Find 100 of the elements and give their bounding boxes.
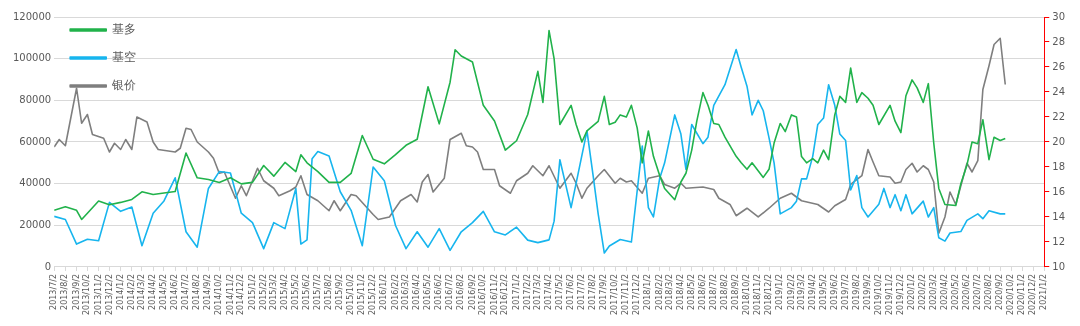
y2-tick-label: 28 (1052, 35, 1066, 47)
x-tick-label: 2014/9/2 (203, 273, 213, 310)
x-tick-label: 2013/10/2 (82, 273, 92, 316)
x-tick-label: 2015/9/2 (335, 273, 345, 310)
x-tick-label: 2016/11/2 (489, 273, 499, 316)
legend-label: 银价 (111, 78, 137, 93)
x-tick-label: 2015/11/2 (357, 273, 367, 316)
y-tick-label: 60000 (19, 135, 52, 147)
y-tick-label: 120000 (12, 10, 52, 22)
x-tick-label: 2014/7/2 (181, 273, 191, 310)
x-tick-label: 2016/8/2 (456, 273, 466, 310)
x-tick-label: 2017/6/2 (566, 273, 576, 310)
x-tick-label: 2019/6/2 (829, 273, 839, 310)
x-tick-label: 2014/1/2 (115, 273, 125, 310)
x-tick-label: 2019/10/2 (873, 273, 883, 316)
x-tick-label: 2018/7/2 (708, 273, 718, 310)
x-tick-label: 2020/8/2 (984, 273, 994, 310)
x-tick-label: 2019/5/2 (818, 273, 828, 310)
x-tick-label: 2015/1/2 (247, 273, 257, 310)
x-tick-label: 2016/10/2 (478, 273, 488, 316)
x-tick-label: 2017/10/2 (610, 273, 620, 316)
x-tick-label: 2020/1/2 (907, 273, 917, 310)
x-tick-label: 2019/8/2 (851, 273, 861, 310)
y2-tick-label: 24 (1052, 85, 1066, 97)
x-tick-label: 2019/9/2 (863, 273, 873, 310)
x-tick-label: 2019/12/2 (895, 273, 905, 316)
x-tick-label: 2020/12/2 (1028, 273, 1038, 316)
x-tick-label: 2014/4/2 (148, 273, 158, 310)
y2-tick-label: 14 (1052, 210, 1066, 222)
x-tick-label: 2018/11/2 (753, 273, 763, 316)
x-tick-label: 2020/11/2 (1017, 273, 1027, 316)
x-tick-label: 2020/10/2 (1006, 273, 1016, 316)
x-tick-label: 2017/12/2 (632, 273, 642, 316)
x-tick-label: 2015/2/2 (258, 273, 268, 310)
x-tick-label: 2019/11/2 (885, 273, 895, 316)
y-tick-label: 80000 (19, 93, 52, 105)
x-tick-label: 2018/5/2 (686, 273, 696, 310)
x-tick-label: 2015/3/2 (268, 273, 278, 310)
x-tick-label: 2013/12/2 (104, 273, 114, 316)
x-tick-label: 2017/1/2 (511, 273, 521, 310)
x-tick-label: 2018/4/2 (675, 273, 685, 310)
x-tick-label: 2017/3/2 (532, 273, 542, 310)
x-tick-label: 2016/12/2 (500, 273, 510, 316)
x-tick-label: 2018/2/2 (654, 273, 664, 310)
x-tick-label: 2019/3/2 (796, 273, 806, 310)
x-tick-label: 2020/2/2 (918, 273, 928, 310)
x-tick-label: 2015/10/2 (346, 273, 356, 316)
x-tick-label: 2018/3/2 (664, 273, 674, 310)
x-tick-label: 2018/9/2 (731, 273, 741, 310)
x-tick-label: 2021/1/2 (1039, 273, 1049, 310)
x-tick-label: 2014/6/2 (170, 273, 180, 310)
x-tick-label: 2016/5/2 (423, 273, 433, 310)
x-tick-label: 2017/5/2 (554, 273, 564, 310)
x-tick-label: 2018/1/2 (643, 273, 653, 310)
x-tick-label: 2016/1/2 (379, 273, 389, 310)
x-tick-label: 2014/11/2 (225, 273, 235, 316)
y-tick-label: 20000 (19, 218, 52, 230)
x-tick-label: 2017/8/2 (588, 273, 598, 310)
x-tick-label: 2017/9/2 (599, 273, 609, 310)
x-tick-label: 2017/2/2 (522, 273, 532, 310)
y2-tick-label: 18 (1052, 160, 1066, 172)
y-tick-label: 40000 (19, 177, 52, 189)
x-tick-label: 2014/8/2 (192, 273, 202, 310)
x-tick-label: 2016/7/2 (445, 273, 455, 310)
x-tick-label: 2015/12/2 (368, 273, 378, 316)
legend-label: 基多 (112, 22, 137, 37)
x-tick-label: 2015/4/2 (280, 273, 290, 310)
x-tick-label: 2017/7/2 (576, 273, 586, 310)
x-tick-label: 2015/6/2 (302, 273, 312, 310)
y2-tick-label: 20 (1052, 135, 1066, 147)
x-tick-label: 2015/7/2 (312, 273, 322, 310)
y-tick-label: 100000 (12, 52, 52, 64)
y2-tick-label: 12 (1052, 235, 1066, 247)
x-tick-label: 2016/4/2 (412, 273, 422, 310)
x-tick-label: 2013/11/2 (93, 273, 103, 316)
x-tick-label: 2018/8/2 (720, 273, 730, 310)
x-tick-label: 2020/5/2 (950, 273, 960, 310)
x-tick-label: 2013/9/2 (71, 273, 81, 310)
x-tick-label: 2014/2/2 (126, 273, 136, 310)
x-tick-label: 2014/5/2 (159, 273, 169, 310)
x-tick-label: 2020/9/2 (995, 273, 1005, 310)
y2-tick-label: 26 (1052, 60, 1066, 72)
x-tick-label: 2014/12/2 (236, 273, 246, 316)
x-tick-label: 2019/7/2 (840, 273, 850, 310)
x-tick-label: 2014/10/2 (214, 273, 224, 316)
x-tick-label: 2020/3/2 (928, 273, 938, 310)
x-tick-label: 2016/6/2 (434, 273, 444, 310)
x-tick-label: 2015/5/2 (290, 273, 300, 310)
x-tick-label: 2018/10/2 (742, 273, 752, 316)
x-tick-label: 2017/4/2 (544, 273, 554, 310)
x-tick-label: 2014/3/2 (137, 273, 147, 310)
x-tick-label: 2016/9/2 (467, 273, 477, 310)
x-tick-label: 2020/6/2 (962, 273, 972, 310)
x-tick-label: 2019/1/2 (775, 273, 785, 310)
x-tick-label: 2018/12/2 (764, 273, 774, 316)
y2-tick-label: 10 (1052, 260, 1066, 272)
x-tick-label: 2017/11/2 (621, 273, 631, 316)
x-tick-label: 2019/2/2 (786, 273, 796, 310)
x-tick-label: 2018/6/2 (698, 273, 707, 310)
y2-tick-label: 16 (1052, 185, 1066, 197)
